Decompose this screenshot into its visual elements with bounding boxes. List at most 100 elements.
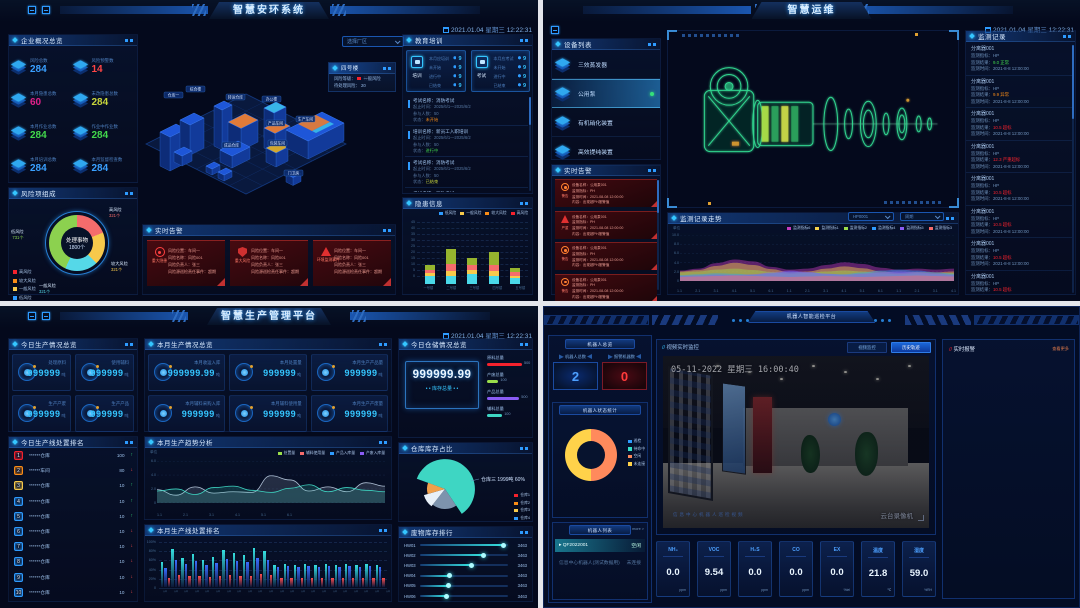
svg-text:仓库三 1999吨 60%: 仓库三 1999吨 60% — [481, 476, 525, 483]
device-item[interactable]: 三效蒸发器 — [552, 50, 660, 79]
waste-slider[interactable]: HW03 3463 — [399, 560, 532, 570]
record-result: 监测结果：9.0 正常 — [971, 59, 1010, 65]
panel-dots-icon — [520, 531, 523, 534]
alert-card[interactable]: 重大风险 风险位置：车间一 风险名称：风险001 风险负责人：张三 风险源巡检责任事件：… — [230, 240, 308, 286]
device-item[interactable]: 有机硝化装置 — [552, 108, 660, 137]
sensor-card: VOC 9.54 ppm — [697, 541, 731, 597]
bar-value: 500 — [523, 361, 531, 365]
view-more-link[interactable]: 查看更多 — [1052, 346, 1069, 351]
warning-triangle-icon — [561, 214, 569, 223]
alert-card[interactable]: 警告 设备名称：公用泵001 监测指标：PH 监测时间：2021-08-08 12:0… — [555, 242, 657, 270]
waste-slider[interactable]: HW04 3463 — [399, 571, 532, 581]
row-label: 本月应培训 — [429, 55, 449, 61]
rank-row: 8 ******仓库 10 ↓ — [9, 554, 137, 569]
panel-title: 今日生产情况总览 — [21, 342, 77, 349]
stat-value: 284 — [30, 129, 47, 141]
scrollbar[interactable] — [529, 97, 531, 191]
robot-list-more[interactable]: more > — [632, 527, 644, 531]
video-monitor-button[interactable]: 视频监控 — [847, 342, 887, 353]
datetime: 2021.01.04 星期三 12:22:31 — [443, 24, 532, 34]
slider-handle[interactable] — [480, 552, 486, 558]
diamond-icon — [402, 529, 408, 535]
diamond-icon — [406, 200, 412, 206]
slider-handle[interactable] — [443, 593, 449, 599]
arrow-down-icon: ↓ — [130, 543, 134, 550]
row-value: 9 — [518, 65, 526, 71]
rank-value: 10 — [119, 559, 125, 565]
alert-tag: 警告 — [561, 194, 569, 198]
rank-name: ******仓库 — [29, 590, 50, 596]
rank-badge: 2 — [14, 466, 23, 476]
waste-slider[interactable]: HW01 3463 — [399, 540, 532, 550]
robot-alarm-value: 0 — [602, 362, 647, 390]
stat-item: 风险预警数 14 — [72, 55, 136, 77]
grid-icon[interactable] — [42, 312, 50, 320]
fullscreen-icon[interactable] — [918, 515, 924, 521]
slider-value: 3463 — [517, 552, 527, 558]
panel-title: 仓库库存占比 — [411, 446, 453, 453]
robot-overview-title: 机器人总览 — [565, 339, 635, 349]
metric-select[interactable]: HP0001 — [848, 212, 894, 221]
bar-group — [365, 564, 375, 587]
alert-card[interactable]: 警告 设备名称：公用泵001 监测指标：PH 监测时间：2021-08-08 12:0… — [555, 273, 657, 301]
grid-icon[interactable] — [42, 6, 50, 14]
alert-tag: 严重 — [561, 225, 569, 230]
slider-handle[interactable] — [501, 542, 507, 548]
slider-handle[interactable] — [468, 562, 474, 568]
datetime: 2021.01.04 星期三 12:22:31 — [443, 330, 532, 340]
alert-card[interactable]: 严重 设备名称：公用泵001 监测指标：PH 监测时间：2021-08-08 12:0… — [555, 210, 657, 239]
donut-legend: 高风险 较大风险 一般风险 低风险 — [13, 269, 36, 301]
device-icon — [554, 144, 571, 160]
legend-item: 一般风险 — [460, 211, 481, 216]
building-panel[interactable]: 四号楼 风险等级： 一般风险 待处理风险： 20 — [328, 62, 396, 92]
record-result: 监测结果：9.9 异常 — [971, 92, 1010, 97]
arrow-down-icon: ↓ — [130, 573, 134, 580]
slider-handle[interactable] — [447, 573, 453, 579]
alert-card[interactable]: 环境监测事件 风险位置：车间一 风险名称：风险001 风险负责人：张三 风险源巡检责任事… — [313, 240, 391, 286]
device-item[interactable]: 高效提纯装置 — [552, 137, 660, 166]
legend-item: 未连接 — [627, 462, 645, 467]
waste-slider[interactable]: HW05 3463 — [399, 581, 532, 591]
slider-handle[interactable] — [445, 583, 451, 589]
alert-card[interactable]: 重大隐患 风险位置：车间一 风险名称：风险001 风险负责人：张三 风险源巡检责任事件：… — [147, 240, 225, 286]
alarm-circle-icon — [561, 277, 569, 286]
scrollbar[interactable] — [1072, 45, 1074, 293]
diamond-icon — [671, 215, 677, 221]
period-select[interactable]: 周期 — [900, 212, 944, 221]
rank-row: 9 ******仓库 10 ↓ — [9, 570, 137, 585]
alert-card[interactable]: 警告 设备名称：公用泵001 监测指标：PH 监测时间：2021-08-08 12:0… — [555, 179, 657, 207]
expand-icon[interactable] — [28, 6, 36, 14]
cube-icon — [72, 125, 89, 141]
sensor-value: 0.0 — [666, 567, 680, 578]
cube-icon — [72, 158, 89, 174]
page-title: 机器人智能巡检平台 — [748, 311, 876, 323]
device-item[interactable]: 公用泵 — [552, 79, 660, 108]
map-select[interactable]: 选择厂区 — [342, 36, 404, 47]
expand-icon[interactable] — [551, 26, 559, 34]
storage-bar: 产品总量 500 — [487, 389, 531, 400]
bar-group — [344, 564, 355, 587]
panel-dots-icon — [946, 217, 949, 220]
metric-value: 999999吨 — [344, 368, 383, 378]
rank-value: 10 — [119, 483, 125, 489]
rank-row: 6 ******仓库 10 ↓ — [9, 524, 137, 539]
bar-group — [181, 558, 191, 587]
arrow-up-icon: ↑ — [130, 512, 134, 519]
robot-row[interactable]: ▸ QF2022001 空闲 — [555, 539, 645, 552]
robot-list-title: 机器人列表 — [569, 525, 631, 535]
history-track-button[interactable]: 历史轨迹 — [891, 342, 931, 353]
cube-icon — [72, 92, 89, 108]
sensor-value: 0.0 — [789, 567, 803, 578]
waste-slider[interactable]: HW02 3463 — [399, 550, 532, 560]
panel-dots-icon — [379, 441, 382, 444]
robot-row[interactable]: 信息中心机器人(测试数据用) 未连接 — [559, 561, 641, 566]
record-item: 分离器001 监测指标：HP 监测结果：9.0 正常 监测时间：2021-8-8 12… — [966, 43, 1072, 76]
bar-group — [252, 548, 263, 587]
expand-icon[interactable] — [28, 312, 36, 320]
waste-slider[interactable]: HW06 3463 — [399, 591, 532, 601]
scrollbar[interactable] — [657, 180, 659, 290]
legend-item: 辅料使用量 — [300, 451, 325, 456]
svg-text:生产车间: 生产车间 — [298, 117, 313, 122]
bar-group — [324, 564, 334, 587]
sensor-label: EX — [833, 547, 841, 553]
